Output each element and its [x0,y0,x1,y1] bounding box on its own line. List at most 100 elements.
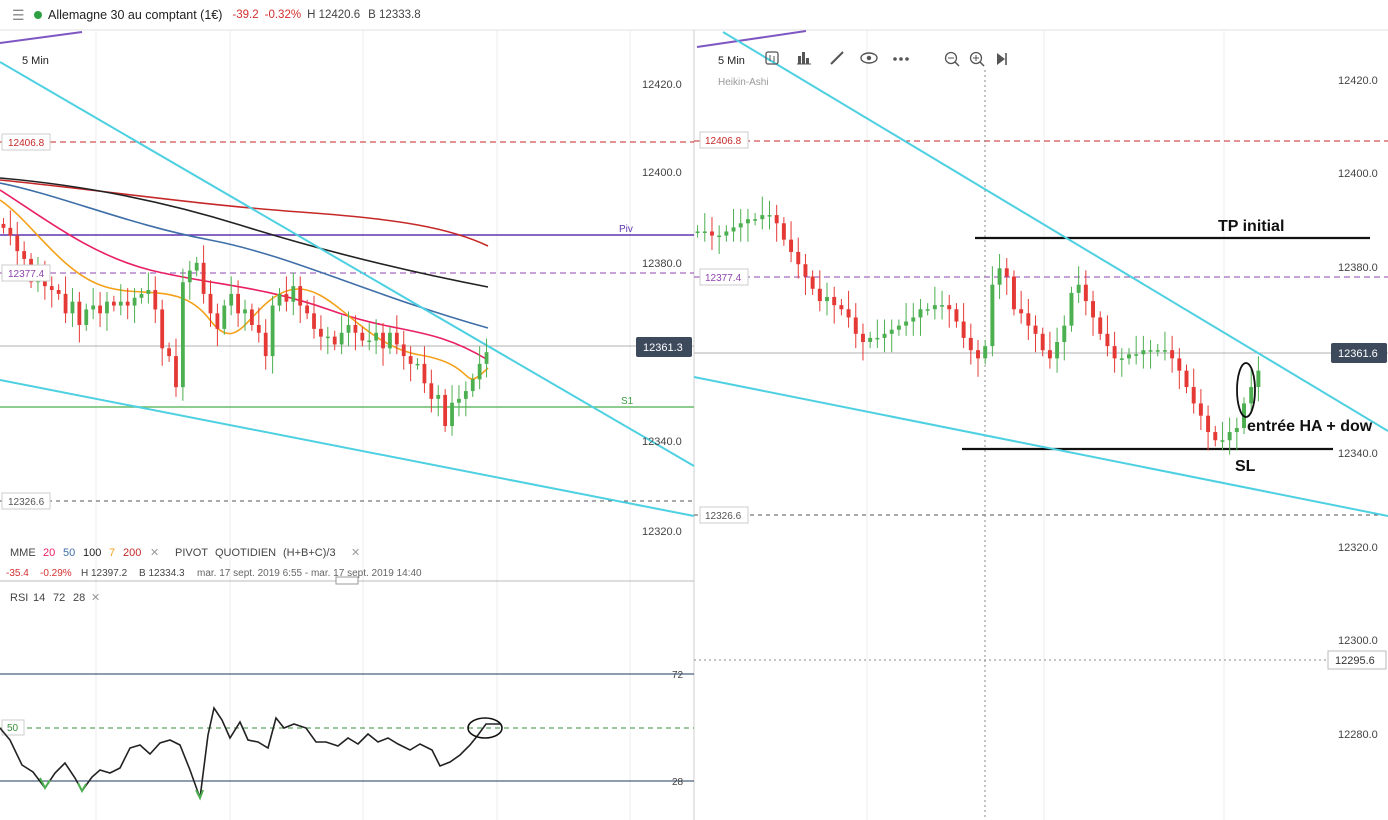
left-s2-tag [1,492,51,510]
right-timeframe[interactable]: 5 Min [718,55,745,67]
candle-body [305,305,310,314]
candle-body [1119,358,1124,360]
candle-body [208,293,213,314]
candle-body [367,340,372,343]
candlestick-icon[interactable] [765,51,779,65]
candle-body [56,290,61,294]
candle-body [401,344,406,357]
bar-chart-icon[interactable] [797,52,811,65]
candle-body [1249,387,1254,404]
candle-body [160,309,165,349]
close-icon[interactable]: ✕ [351,547,360,559]
rsi-label[interactable]: RSI [10,592,28,604]
candle-body [422,363,427,384]
pane-resize-handle[interactable] [335,576,359,585]
cursor-price: 12295.6 [1335,655,1375,667]
ema-200-line [0,179,489,247]
candle-body [222,305,227,329]
chart-type-label: Heikin-Ashi [718,77,769,88]
hamburger-icon[interactable]: ☰ [12,6,25,23]
candle-body [1206,415,1211,433]
candle-body [976,350,980,359]
candle-body [1198,403,1203,416]
candle-body [415,363,420,366]
candle-body [118,301,123,306]
right-mid-tag [699,268,749,286]
candle-body [1227,432,1232,441]
more-icon[interactable] [893,57,909,61]
pivot-label[interactable]: PIVOT [175,547,208,559]
mme-period-200: 200 [123,547,141,559]
pencil-icon[interactable] [830,51,844,65]
skip-end-icon[interactable] [997,53,1007,65]
info-range: mar. 17 sept. 2019 6:55 - mar. 17 sept. … [197,568,422,579]
candle-body [1076,284,1081,293]
candle-body [484,352,489,364]
candle-body [463,391,468,399]
candle-body [709,231,714,236]
candle-body [339,332,344,345]
close-icon[interactable]: ✕ [150,547,159,559]
right-s2-label: 12326.6 [705,511,742,522]
mme-label[interactable]: MME [10,547,36,559]
candle-body [15,235,20,252]
candle-body [105,301,109,314]
right-current-price: 12361.6 [1338,348,1378,360]
rsi-oversold-segments [39,777,204,801]
candle-body [1170,350,1175,359]
candle-body [1040,333,1045,351]
candle-body [167,348,171,357]
symbol-name[interactable]: Allemagne 30 au comptant (1€) [48,8,223,22]
header-bar: ☰ Allemagne 30 au comptant (1€) -39.2 -0… [0,0,1388,30]
right-r-tag [699,131,749,149]
candle-body [201,262,206,294]
candle-body [1234,427,1239,433]
left-current-price-tag [636,337,692,357]
candle-body [1112,346,1117,359]
change-value: -39.2 [232,9,259,21]
tp-annotation: TP initial [1218,218,1284,235]
candle-body [810,276,815,289]
candle-body [724,231,729,236]
candle-body [968,337,973,351]
candle-body [470,379,475,392]
rsi-param: 14 [33,592,45,604]
candle-body [1026,313,1031,326]
candle-body [832,296,837,306]
rsi-annotation-circle [467,717,503,739]
eye-icon[interactable] [860,52,878,64]
candle-body [84,309,89,325]
candle-body [889,329,894,334]
candle-body [860,333,865,342]
candle-body [904,321,909,326]
candle-body [717,235,722,238]
candle-body [918,309,923,318]
close-icon[interactable]: ✕ [91,592,100,604]
candle-body [346,324,351,333]
ema-100-line [0,177,489,288]
candle-body [63,293,68,314]
candle-body [1098,317,1103,334]
candle-body [760,215,765,220]
candle-body [738,223,743,228]
right-price-label: 12380.0 [1338,262,1378,274]
candle-body [477,363,482,380]
candle-body [332,336,337,345]
right-mid-label: 12377.4 [705,273,742,284]
zoom-out-icon[interactable] [944,51,960,67]
left-candles [1,210,489,436]
candle-body [853,317,858,334]
candle-body [291,286,296,302]
candle-body [932,305,937,310]
left-timeframe[interactable]: 5 Min [22,55,49,67]
candle-body [353,324,358,333]
candle-body [243,309,247,314]
candle-body [1256,370,1261,388]
candle-body [194,262,199,271]
candle-body [983,346,988,359]
rsi-upper-label: 72 [672,670,684,681]
candle-body [1019,309,1024,314]
candle-body [1004,268,1009,277]
zoom-in-icon[interactable] [969,51,985,67]
